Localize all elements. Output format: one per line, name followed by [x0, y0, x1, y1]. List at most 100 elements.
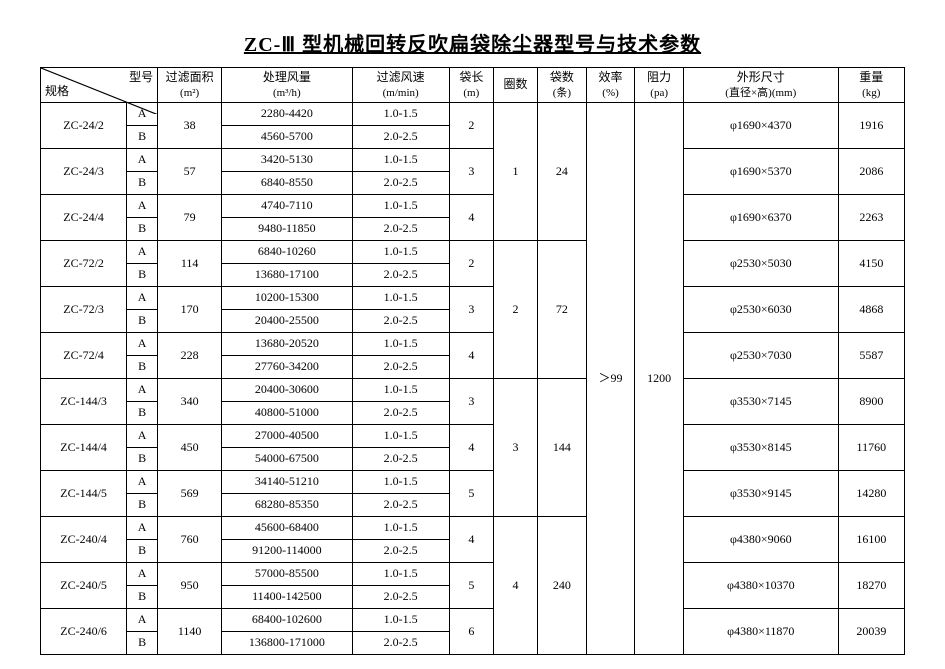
- cell-weight: 14280: [838, 470, 904, 516]
- page-title: ZC-Ⅲ 型机械回转反吹扁袋除尘器型号与技术参数: [40, 28, 905, 57]
- cell-flow: 9480-11850: [222, 217, 352, 240]
- table-row: ZC-24/3A573420-51301.0-1.53φ1690×5370208…: [41, 148, 905, 171]
- cell-dim: φ1690×5370: [683, 148, 838, 194]
- cell-weight: 20039: [838, 608, 904, 654]
- cell-variant: B: [127, 125, 158, 148]
- cell-dim: φ4380×11870: [683, 608, 838, 654]
- cell-dim: φ1690×6370: [683, 194, 838, 240]
- cell-bags: 240: [538, 516, 587, 654]
- table-row: ZC-24/4A794740-71101.0-1.54φ1690×6370226…: [41, 194, 905, 217]
- cell-weight: 2086: [838, 148, 904, 194]
- cell-speed: 1.0-1.5: [352, 562, 449, 585]
- cell-speed: 1.0-1.5: [352, 148, 449, 171]
- hdr-diag-bottom: 规格: [45, 84, 69, 100]
- hdr-speed: 过滤风速 (m/min): [352, 68, 449, 103]
- cell-flow: 68280-85350: [222, 493, 352, 516]
- cell-model: ZC-240/4: [41, 516, 127, 562]
- cell-speed: 2.0-2.5: [352, 309, 449, 332]
- table-row: ZC-240/5A95057000-855001.0-1.55φ4380×103…: [41, 562, 905, 585]
- cell-area: 1140: [158, 608, 222, 654]
- cell-variant: B: [127, 585, 158, 608]
- cell-variant: B: [127, 539, 158, 562]
- hdr-model-spec: 型号 规格: [41, 68, 158, 103]
- cell-flow: 2280-4420: [222, 102, 352, 125]
- cell-variant: B: [127, 401, 158, 424]
- cell-speed: 1.0-1.5: [352, 424, 449, 447]
- cell-speed: 1.0-1.5: [352, 240, 449, 263]
- cell-len: 6: [449, 608, 493, 654]
- cell-speed: 1.0-1.5: [352, 194, 449, 217]
- cell-area: 170: [158, 286, 222, 332]
- cell-flow: 11400-142500: [222, 585, 352, 608]
- cell-weight: 11760: [838, 424, 904, 470]
- table-row: ZC-240/4A76045600-684001.0-1.544240φ4380…: [41, 516, 905, 539]
- cell-variant: B: [127, 355, 158, 378]
- cell-flow: 4740-7110: [222, 194, 352, 217]
- cell-speed: 2.0-2.5: [352, 539, 449, 562]
- hdr-dim: 外形尺寸 (直径×高)(mm): [683, 68, 838, 103]
- cell-variant: A: [127, 516, 158, 539]
- cell-flow: 54000-67500: [222, 447, 352, 470]
- cell-weight: 4868: [838, 286, 904, 332]
- cell-speed: 2.0-2.5: [352, 355, 449, 378]
- cell-flow: 6840-10260: [222, 240, 352, 263]
- cell-flow: 57000-85500: [222, 562, 352, 585]
- cell-speed: 2.0-2.5: [352, 171, 449, 194]
- cell-flow: 4560-5700: [222, 125, 352, 148]
- cell-speed: 2.0-2.5: [352, 401, 449, 424]
- cell-dim: φ2530×5030: [683, 240, 838, 286]
- cell-model: ZC-144/3: [41, 378, 127, 424]
- cell-variant: A: [127, 332, 158, 355]
- cell-model: ZC-24/3: [41, 148, 127, 194]
- cell-efficiency: ＞99: [586, 102, 635, 654]
- cell-len: 3: [449, 148, 493, 194]
- cell-variant: A: [127, 608, 158, 631]
- cell-weight: 2263: [838, 194, 904, 240]
- hdr-flow: 处理风量 (m³/h): [222, 68, 352, 103]
- cell-variant: A: [127, 378, 158, 401]
- cell-area: 760: [158, 516, 222, 562]
- cell-rings: 2: [493, 240, 537, 378]
- cell-weight: 18270: [838, 562, 904, 608]
- cell-area: 79: [158, 194, 222, 240]
- cell-speed: 1.0-1.5: [352, 470, 449, 493]
- cell-flow: 68400-102600: [222, 608, 352, 631]
- cell-rings: 4: [493, 516, 537, 654]
- cell-variant: A: [127, 470, 158, 493]
- table-row: ZC-240/6A114068400-1026001.0-1.56φ4380×1…: [41, 608, 905, 631]
- cell-flow: 13680-17100: [222, 263, 352, 286]
- cell-speed: 2.0-2.5: [352, 447, 449, 470]
- spec-table-head: 型号 规格 过滤面积 (m²) 处理风量 (m³/h) 过滤风速 (m/min)…: [41, 68, 905, 103]
- cell-len: 3: [449, 378, 493, 424]
- cell-speed: 2.0-2.5: [352, 631, 449, 654]
- cell-variant: B: [127, 631, 158, 654]
- cell-len: 3: [449, 286, 493, 332]
- cell-speed: 2.0-2.5: [352, 263, 449, 286]
- cell-bags: 24: [538, 102, 587, 240]
- cell-model: ZC-240/6: [41, 608, 127, 654]
- cell-rings: 3: [493, 378, 537, 516]
- cell-dim: φ4380×9060: [683, 516, 838, 562]
- cell-model: ZC-144/4: [41, 424, 127, 470]
- cell-flow: 27000-40500: [222, 424, 352, 447]
- table-row: ZC-144/3A34020400-306001.0-1.533144φ3530…: [41, 378, 905, 401]
- cell-len: 4: [449, 424, 493, 470]
- cell-variant: B: [127, 447, 158, 470]
- hdr-len: 袋长 (m): [449, 68, 493, 103]
- spec-table-body: ZC-24/2A382280-44201.0-1.52124＞991200φ16…: [41, 102, 905, 654]
- cell-dim: φ4380×10370: [683, 562, 838, 608]
- cell-variant: B: [127, 493, 158, 516]
- cell-variant: A: [127, 194, 158, 217]
- cell-weight: 8900: [838, 378, 904, 424]
- hdr-bags: 袋数 (条): [538, 68, 587, 103]
- cell-variant: A: [127, 240, 158, 263]
- cell-speed: 1.0-1.5: [352, 516, 449, 539]
- cell-dim: φ1690×4370: [683, 102, 838, 148]
- cell-len: 5: [449, 562, 493, 608]
- cell-weight: 1916: [838, 102, 904, 148]
- cell-model: ZC-240/5: [41, 562, 127, 608]
- cell-bags: 72: [538, 240, 587, 378]
- cell-flow: 10200-15300: [222, 286, 352, 309]
- hdr-eff: 效率 (%): [586, 68, 635, 103]
- cell-variant: B: [127, 217, 158, 240]
